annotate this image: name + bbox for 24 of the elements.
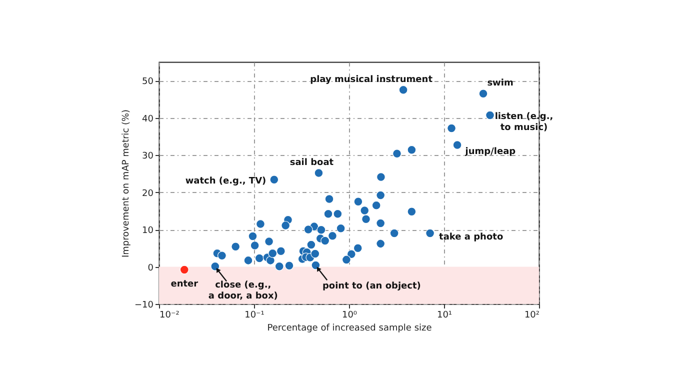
y-tick-label: 10 [142, 226, 154, 236]
x-axis-title: Percentage of increased sample size [267, 324, 432, 334]
y-tick-label: 0 [148, 263, 154, 274]
y-tick-label: 50 [142, 77, 154, 88]
x-tick-label: 10¹ [436, 310, 452, 320]
annotation: sail boat [290, 158, 334, 168]
annotation: watch (e.g., TV) [185, 176, 266, 187]
annotation: take a photo [439, 232, 504, 242]
annotation: enter [170, 280, 199, 290]
annotation: point to (an object) [322, 281, 421, 292]
annotation: jump/leap [464, 147, 516, 158]
y-tick-label: −10 [134, 300, 154, 310]
y-axis-title: Improvement on mAP metric (%) [122, 109, 132, 258]
x-tick-label: 10⁻² [160, 310, 180, 320]
annotation: swim [487, 78, 514, 89]
y-tick-label: 40 [142, 114, 154, 124]
x-tick-label: 10⁻¹ [244, 310, 265, 320]
x-tick-label: 10⁰ [342, 310, 358, 320]
annotation: close (e.g., a door, a box) [208, 280, 278, 302]
annotation: listen (e.g., to music) [494, 112, 554, 134]
x-tick-label: 10² [524, 310, 540, 320]
y-tick-label: 20 [142, 188, 154, 199]
y-tick-label: 30 [142, 152, 154, 162]
annotation: play musical instrument [310, 74, 434, 85]
